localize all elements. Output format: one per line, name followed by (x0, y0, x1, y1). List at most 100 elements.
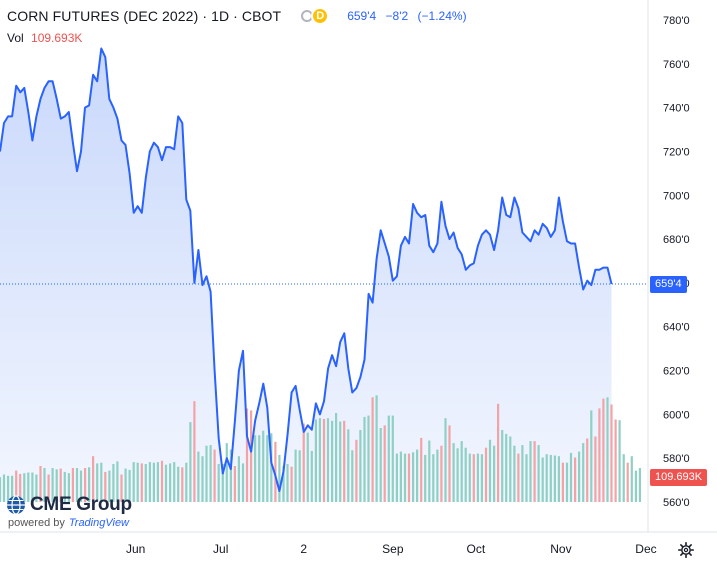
volume-bar (444, 418, 447, 502)
volume-bar (31, 472, 34, 502)
volume-bar (221, 464, 224, 502)
gear-icon[interactable] (678, 542, 694, 558)
volume-bar (517, 453, 520, 502)
volume-bar (521, 445, 524, 502)
volume-bar (578, 451, 581, 502)
volume-bar (197, 451, 200, 502)
volume-bar (205, 445, 208, 502)
volume-bar (614, 419, 617, 502)
volume-bar (371, 397, 374, 502)
volume-bar (505, 433, 508, 502)
volume-bar (11, 475, 14, 502)
volume-bar (557, 456, 560, 502)
volume-bar (282, 466, 285, 502)
y-tick-label: 600'0 (663, 409, 690, 421)
x-tick-label: Sep (382, 542, 404, 556)
volume-bar (241, 463, 245, 502)
volume-bar (177, 466, 180, 502)
volume-bar (112, 464, 115, 502)
x-tick-label: Dec (635, 542, 656, 556)
volume-bar (541, 457, 544, 502)
x-tick-label: Jul (213, 542, 228, 556)
volume-bar (549, 454, 552, 502)
volume-bar (306, 432, 309, 502)
volume-bar (201, 456, 204, 502)
volume-bar (553, 455, 556, 502)
y-tick-label: 620'0 (663, 366, 690, 378)
volume-bar (233, 466, 236, 502)
volume-bar (39, 466, 42, 502)
volume-bar (529, 441, 532, 502)
volume-bar (35, 474, 38, 502)
volume-bar (314, 419, 317, 502)
volume-bar (590, 410, 593, 502)
volume-bar (509, 436, 512, 502)
volume-bar (47, 474, 50, 502)
volume-bar (586, 438, 589, 502)
volume-bar (464, 447, 467, 502)
cme-logo: CME Group powered by TradingView (6, 494, 132, 529)
volume-bar (375, 395, 378, 502)
volume-bar (399, 451, 402, 502)
volume-bar (565, 462, 569, 502)
volume-bar (286, 464, 289, 502)
volume-bar (416, 449, 419, 502)
volume-bar (638, 468, 641, 502)
y-tick-label: 700'0 (663, 190, 690, 202)
volume-bar (217, 464, 220, 502)
volume-bar (23, 473, 26, 502)
volume-bar (116, 461, 119, 502)
volume-bar (0, 477, 2, 502)
volume-bar (602, 398, 605, 502)
last-price: 659'4 (347, 9, 377, 23)
logo-name: CME Group (30, 494, 132, 515)
volume-bar (448, 425, 451, 502)
volume-bar (156, 462, 159, 502)
y-tick-label: 780'0 (663, 15, 690, 27)
delayed-data-badge[interactable]: D (311, 7, 330, 25)
volume-bar (92, 456, 95, 502)
volume-bar (189, 422, 192, 502)
volume-bar (460, 441, 463, 502)
volume-bar (245, 408, 249, 502)
y-tick-label: 560'0 (663, 497, 690, 509)
volume-bar (43, 468, 46, 502)
volume-bar (424, 454, 427, 502)
volume-bar (136, 462, 139, 502)
powered-by-label: powered by (8, 517, 65, 529)
x-tick-label: Nov (550, 542, 571, 556)
volume-bar (561, 462, 564, 502)
volume-bar (343, 420, 346, 502)
volume-bar (383, 425, 386, 502)
x-tick-label: 2 (300, 542, 307, 556)
price-change: −8'2 (385, 9, 409, 23)
volume-bar (19, 473, 22, 502)
volume-bar (391, 415, 394, 502)
volume-legend: Vol 109.693K (7, 31, 82, 45)
volume-bar (318, 418, 321, 502)
y-tick-label: 640'0 (663, 322, 690, 334)
volume-bar (488, 439, 492, 502)
volume-bar (630, 456, 633, 502)
volume-bar (322, 418, 326, 502)
volume-bar (132, 462, 135, 502)
volume-bar (339, 421, 342, 502)
volume-bar (634, 470, 637, 502)
volume-bar (213, 449, 216, 502)
volume-bar (525, 454, 528, 502)
volume-bar (84, 468, 87, 502)
volume-bar (407, 453, 411, 502)
volume-bar (169, 463, 172, 502)
volume-bar (164, 464, 168, 502)
volume-bar (294, 449, 297, 502)
volume-bar (266, 435, 269, 502)
y-tick-label: 720'0 (663, 146, 690, 158)
volume-bar (302, 423, 305, 502)
price-change-percent: (−1.24%) (417, 9, 467, 23)
volume-bar (480, 454, 483, 502)
volume-bar (209, 445, 212, 502)
volume-bar (67, 473, 70, 502)
volume-bar (574, 457, 577, 502)
volume-bar (326, 418, 330, 502)
